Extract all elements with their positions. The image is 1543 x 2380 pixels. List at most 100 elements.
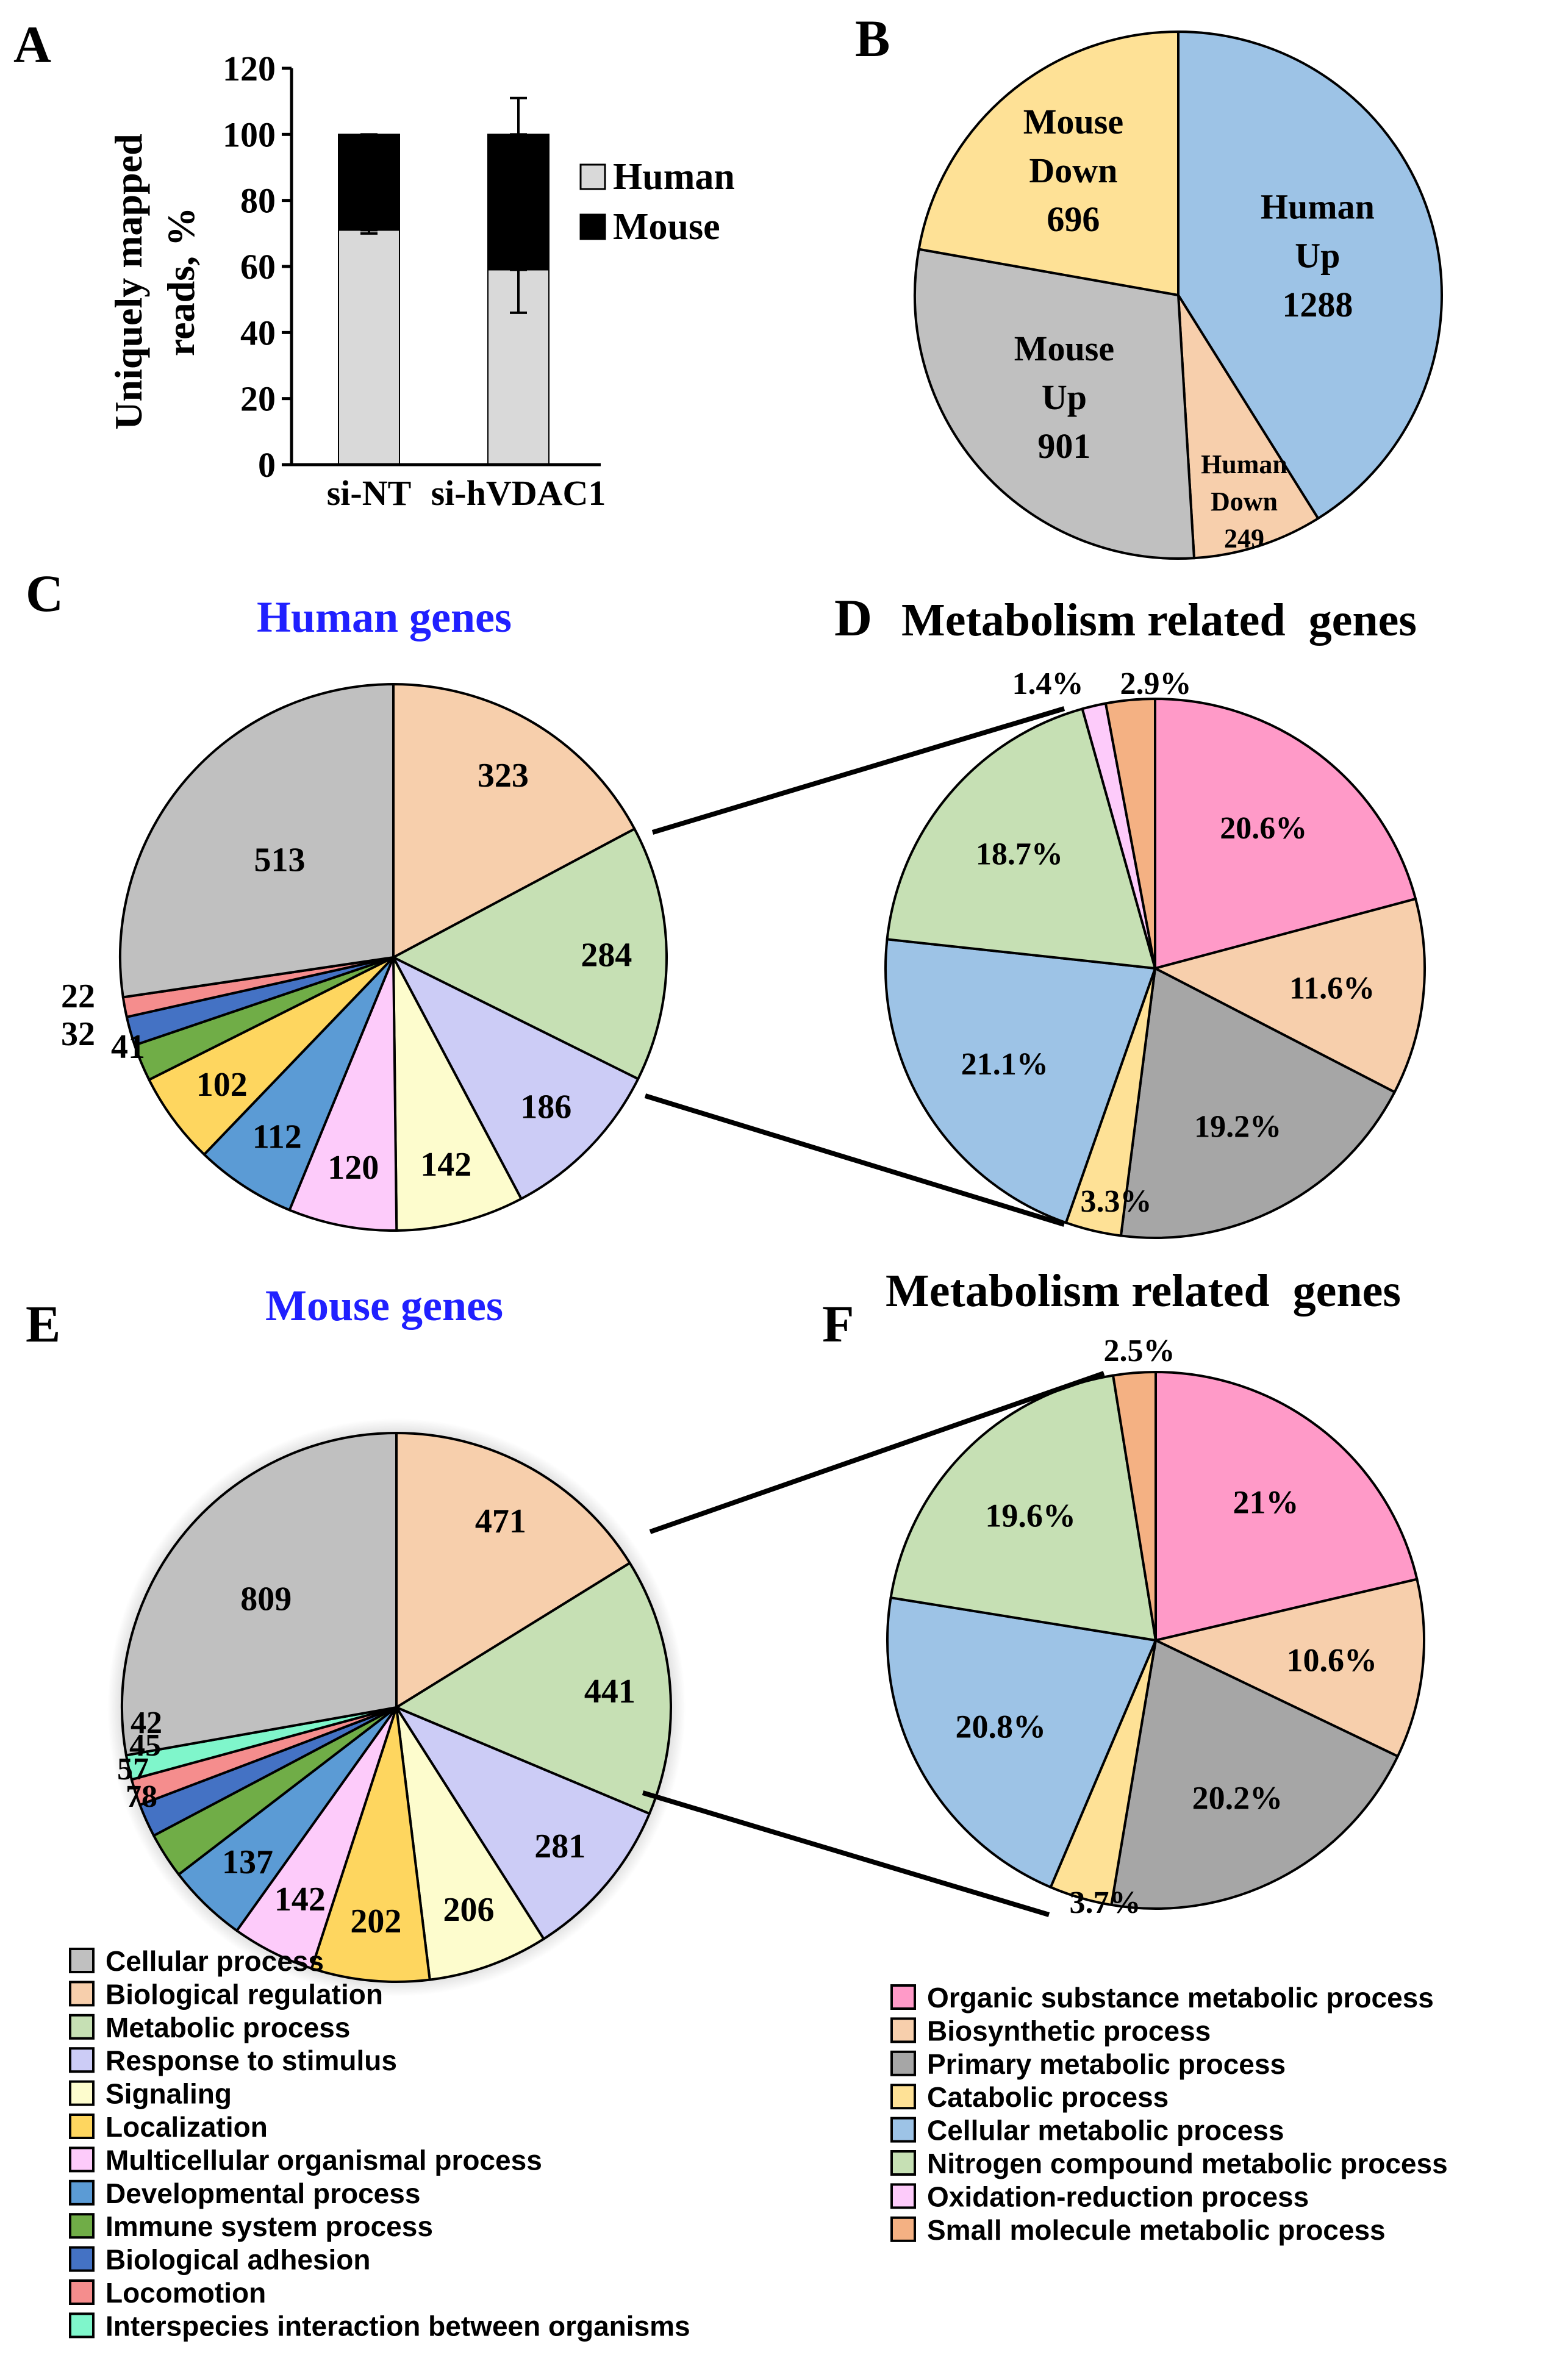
a-legend-swatch xyxy=(579,163,606,190)
c-pie-slice xyxy=(392,683,636,959)
b-pie-label: Human Down 249 xyxy=(1201,449,1287,553)
b-pie-slice xyxy=(914,248,1195,560)
d-pie-label: 18.7% xyxy=(976,837,1063,872)
a-ytick-label: 0 xyxy=(258,445,276,485)
legend-right-label: Organic substance metabolic process xyxy=(927,1982,1434,2014)
legend-left-swatch xyxy=(69,2080,95,2106)
legend-metabolism: Organic substance metabolic processBiosy… xyxy=(890,1982,1448,2246)
legend-right-swatch xyxy=(890,2150,916,2176)
legend-right-swatch xyxy=(890,2216,916,2242)
panel-a-bar-chart: Uniquely mapped reads, % 0 20 40 60 80 100 120… xyxy=(107,49,735,513)
panel-label-a: A xyxy=(13,15,51,74)
f-pie-label: 20.8% xyxy=(956,1708,1047,1745)
a-ylabel-line1: Uniquely mapped xyxy=(107,134,150,429)
f-pie-slice xyxy=(886,1596,1157,1889)
e-pie-slice xyxy=(395,1706,651,1940)
d-pie-slice xyxy=(1154,698,1417,970)
e-pie-label: 281 xyxy=(534,1828,585,1865)
d-pie-slice xyxy=(886,707,1156,970)
a-ytick-label: 40 xyxy=(240,313,276,352)
c-pie-label: 284 xyxy=(581,937,632,974)
legend-left-label: Locomotion xyxy=(106,2277,266,2309)
d-pie-slice xyxy=(1119,967,1396,1239)
b-pie-label: Mouse Down 696 xyxy=(1023,102,1123,239)
e-pie-label: 57 xyxy=(117,1752,149,1787)
a-ytick-label: 100 xyxy=(223,115,276,154)
b-pie-label: Mouse Up 901 xyxy=(1014,329,1114,466)
a-bar-mouse xyxy=(487,134,550,271)
a-legend-label: Mouse xyxy=(613,206,720,248)
connector-lines-e-f xyxy=(642,1371,1105,1917)
panel-label-c: C xyxy=(26,564,63,623)
f-pie-slice xyxy=(1155,1371,1419,1642)
legend-left-label: Immune system process xyxy=(106,2210,433,2242)
c-pie-label: 22 xyxy=(61,977,95,1015)
e-title: Mouse genes xyxy=(265,1281,503,1330)
f-pie-label: 21% xyxy=(1233,1484,1298,1520)
e-pie-label: 45 xyxy=(129,1728,161,1763)
legend-right-label: Primary metabolic process xyxy=(927,2048,1286,2080)
e-pie-slice xyxy=(395,1432,631,1709)
a-ytick-label: 120 xyxy=(223,49,276,88)
e-pie-label: 42 xyxy=(131,1706,162,1740)
a-xtick-label: si-NT xyxy=(327,473,412,513)
c-pie-label: 186 xyxy=(520,1088,571,1126)
panel-label-d: D xyxy=(834,588,872,647)
legend-left-label: Localization xyxy=(106,2111,268,2143)
c-pie-slice xyxy=(392,956,640,1200)
a-bar-human xyxy=(338,229,400,465)
c-pie-slice xyxy=(392,827,668,1081)
legend-left-label: Signaling xyxy=(106,2078,232,2110)
legend-left-swatch xyxy=(69,2014,95,2040)
legend-right-label: Small molecule metabolic process xyxy=(927,2214,1386,2246)
legend-right-swatch xyxy=(890,1984,916,2010)
legend-left-swatch xyxy=(69,2146,95,2173)
f-title: Metabolism related genes xyxy=(886,1265,1401,1317)
legend-right-swatch xyxy=(890,2183,916,2209)
d-pie-label: 20.6% xyxy=(1220,811,1307,846)
legend-left-swatch xyxy=(69,2179,95,2206)
c-pie-label: 102 xyxy=(196,1066,248,1104)
a-ytick-label: 20 xyxy=(240,379,276,419)
b-pie-label: Human Up 1288 xyxy=(1261,187,1375,324)
c-pie-label: 142 xyxy=(420,1146,471,1184)
a-xtick-label: si-hVDAC1 xyxy=(431,473,606,513)
d-pie-label: 3.3% xyxy=(1081,1184,1152,1219)
a-legend-label: Human xyxy=(613,156,735,198)
d-pie-label: 11.6% xyxy=(1289,971,1375,1006)
c-pie-slice xyxy=(288,956,398,1232)
f-pie-slice xyxy=(1110,1639,1399,1910)
panel-label-b: B xyxy=(855,9,890,68)
c-pie-label: 32 xyxy=(61,1015,95,1053)
legend-right-swatch xyxy=(890,2050,916,2076)
legend-left-label: Biological regulation xyxy=(106,1978,383,2010)
legend-left-swatch xyxy=(69,2246,95,2272)
legend-left-label: Metabolic process xyxy=(106,2012,350,2043)
d-pie-slice xyxy=(1104,698,1156,970)
legend-left-swatch xyxy=(69,2047,95,2073)
legend-right-swatch xyxy=(890,2084,916,2110)
e-pie-label: 142 xyxy=(274,1881,326,1918)
d-pie-label: 2.9% xyxy=(1120,666,1192,701)
legend-left-label: Biological adhesion xyxy=(106,2244,371,2276)
e-pie-slice xyxy=(310,1706,431,1983)
panel-f-pie: 21% 10.6% 20.2% 3.7% 20.8% 19.6% 2.5% xyxy=(886,1334,1425,1920)
e-pie-slice xyxy=(395,1562,672,1815)
legend-right-label: Oxidation-reduction process xyxy=(927,2181,1309,2212)
c-pie-slice xyxy=(392,956,523,1232)
panel-d-pie: 20.6% 11.6% 19.2% 3.3% 21.1% 18.7% 1.4% 2.9% xyxy=(884,666,1426,1239)
f-pie-label: 10.6% xyxy=(1286,1642,1377,1678)
c-pie-label: 323 xyxy=(478,757,529,795)
connector-lines-c-d xyxy=(644,706,1065,1227)
d-pie-slice xyxy=(1154,898,1426,1093)
e-pie-label: 137 xyxy=(222,1843,273,1881)
a-ytick-label: 60 xyxy=(240,247,276,287)
b-pie-slice xyxy=(1177,30,1443,520)
legend-left-label: Response to stimulus xyxy=(106,2045,397,2076)
legend-left-swatch xyxy=(69,2312,95,2339)
legend-right-label: Biosynthetic process xyxy=(927,2015,1211,2046)
